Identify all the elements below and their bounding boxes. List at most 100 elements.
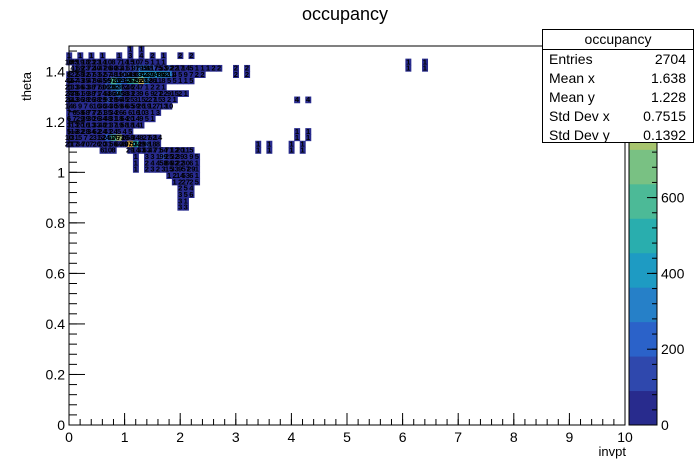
cell-count-label: 99 [159, 152, 167, 161]
heatmap-cell [82, 58, 89, 66]
heatmap-cell [94, 71, 100, 78]
heatmap-cell [155, 77, 162, 85]
heatmap-cell [110, 134, 117, 142]
cell-count-label: 6 [89, 102, 93, 111]
heatmap-cell [405, 58, 412, 66]
heatmap-cell [149, 115, 156, 123]
cell-count-label: 1 [206, 64, 210, 73]
cell-count-label: 86 [165, 158, 173, 167]
cell-count-label: 52 [98, 70, 106, 79]
cell-count-label: 34 [87, 127, 96, 136]
heatmap-cell [160, 58, 167, 66]
cell-count-label: 2 [189, 51, 193, 60]
cell-count-label: 33 [126, 89, 134, 98]
heatmap-cell [171, 96, 178, 104]
heatmap-cell [144, 153, 151, 161]
heatmap-cell [88, 128, 95, 135]
cell-count-label: 6 [145, 89, 149, 98]
heatmap-cell [132, 115, 139, 123]
cell-count-label: 62 [148, 133, 156, 142]
heatmap-cell [110, 96, 117, 104]
cell-count-label: 15 [154, 95, 162, 104]
cell-count-label: 5 [117, 127, 121, 136]
heatmap-cell [171, 77, 178, 85]
heatmap-cell [121, 128, 128, 135]
cell-count-label: 22 [159, 89, 167, 98]
heatmap-cell [144, 96, 151, 104]
heatmap-cell [166, 90, 173, 97]
cell-count-label: 311 [163, 70, 175, 79]
cell-count-label: 9 [167, 89, 171, 98]
cell-count-label: 1 [89, 51, 93, 60]
cell-count-label: 58 [120, 89, 128, 98]
x-tick-label: 0 [65, 429, 73, 445]
heatmap-cell [144, 58, 151, 66]
cell-count-label: 3 [184, 152, 188, 161]
heatmap-cell [188, 64, 195, 72]
heatmap-cell [82, 77, 89, 85]
heatmap-cell [99, 134, 106, 142]
cell-count-label: 1 [150, 108, 154, 117]
heatmap-cell [171, 172, 178, 180]
stats-value: 2704 [654, 51, 686, 67]
heatmap-cell [132, 147, 139, 154]
heatmap-cell [188, 184, 195, 192]
heatmap-cell [266, 147, 273, 154]
cell-count-label: 41 [120, 64, 128, 73]
cell-count-label: 38 [70, 89, 78, 98]
heatmap-cell [127, 96, 134, 104]
cell-count-label: 49 [137, 139, 145, 148]
heatmap-cell [177, 77, 184, 85]
heatmap-cell [177, 64, 184, 72]
heatmap-cell [105, 147, 112, 154]
stats-label: Std Dev x [549, 108, 610, 124]
cell-count-label: 33 [70, 83, 78, 92]
heatmap-cell [149, 159, 156, 167]
cell-count-label: 372 [135, 70, 148, 79]
chart-title: occupancy [302, 4, 388, 24]
heatmap-cell [127, 147, 134, 154]
heatmap-cell [160, 153, 167, 161]
cell-count-label: 20 [126, 114, 134, 123]
heatmap-cell [144, 71, 151, 78]
x-tick-label: 8 [510, 429, 518, 445]
color-scale-band [629, 287, 657, 323]
cell-count-label: 72 [87, 64, 95, 73]
cell-count-label: 570 [107, 76, 120, 85]
heatmap-cell [216, 64, 223, 72]
cell-count-label: 23 [93, 57, 101, 66]
heatmap-cell [77, 134, 84, 142]
cell-count-label: 1 [78, 51, 82, 60]
cell-count-label: 18 [148, 139, 156, 148]
stats-row-entries: Entries 2704 [543, 50, 693, 69]
heatmap-cell [116, 64, 123, 72]
heatmap-cell [77, 128, 84, 135]
cell-count-label: 38 [87, 89, 95, 98]
cell-count-label: 382 [157, 70, 170, 79]
heatmap-cell [155, 96, 162, 104]
cell-count-label: 3 [128, 51, 132, 60]
heatmap-cell [171, 71, 178, 78]
cell-count-label: 12 [148, 102, 156, 111]
cell-count-label: 8 [156, 139, 160, 148]
heatmap-cell [144, 64, 151, 72]
heatmap-cell [77, 64, 84, 72]
cell-count-label: 2 [178, 184, 182, 193]
heatmap-cell [160, 83, 167, 91]
heatmap-cell [149, 134, 156, 142]
cell-count-label: 82 [170, 158, 178, 167]
heatmap-cell [116, 83, 123, 91]
cell-count-label: 9 [150, 89, 154, 98]
cell-count-label: 17 [70, 139, 78, 148]
heatmap-cell [127, 121, 134, 129]
cell-count-label: 10 [137, 108, 145, 117]
heatmap-cell [121, 102, 128, 110]
cell-count-label: 46 [126, 83, 134, 92]
cell-count-label: 24 [132, 83, 141, 92]
cell-count-label: 72 [120, 83, 128, 92]
cell-count-label: 7 [156, 102, 160, 111]
heatmap-cell [105, 64, 112, 72]
y-tick-label: 0.4 [46, 316, 66, 332]
heatmap-cell [160, 159, 167, 167]
heatmap-cell [116, 77, 123, 85]
